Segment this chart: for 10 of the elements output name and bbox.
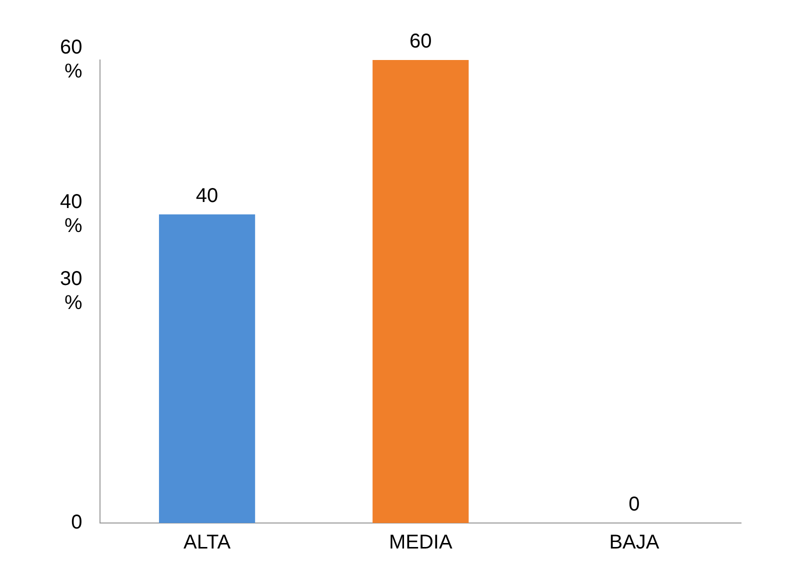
- x-tick-label: MEDIA: [388, 532, 453, 554]
- data-label: 0: [628, 494, 640, 516]
- x-tick-label: BAJA: [609, 532, 660, 554]
- data-label: 60: [410, 30, 432, 53]
- data-label: 40: [196, 184, 218, 207]
- y-tick-label: 40 %: [60, 190, 82, 237]
- y-tick-label: 30 %: [60, 268, 82, 314]
- y-tick-label: 0: [71, 512, 82, 534]
- y-tick-label: 60 %: [60, 36, 82, 83]
- x-tick-label: ALTA: [184, 532, 232, 554]
